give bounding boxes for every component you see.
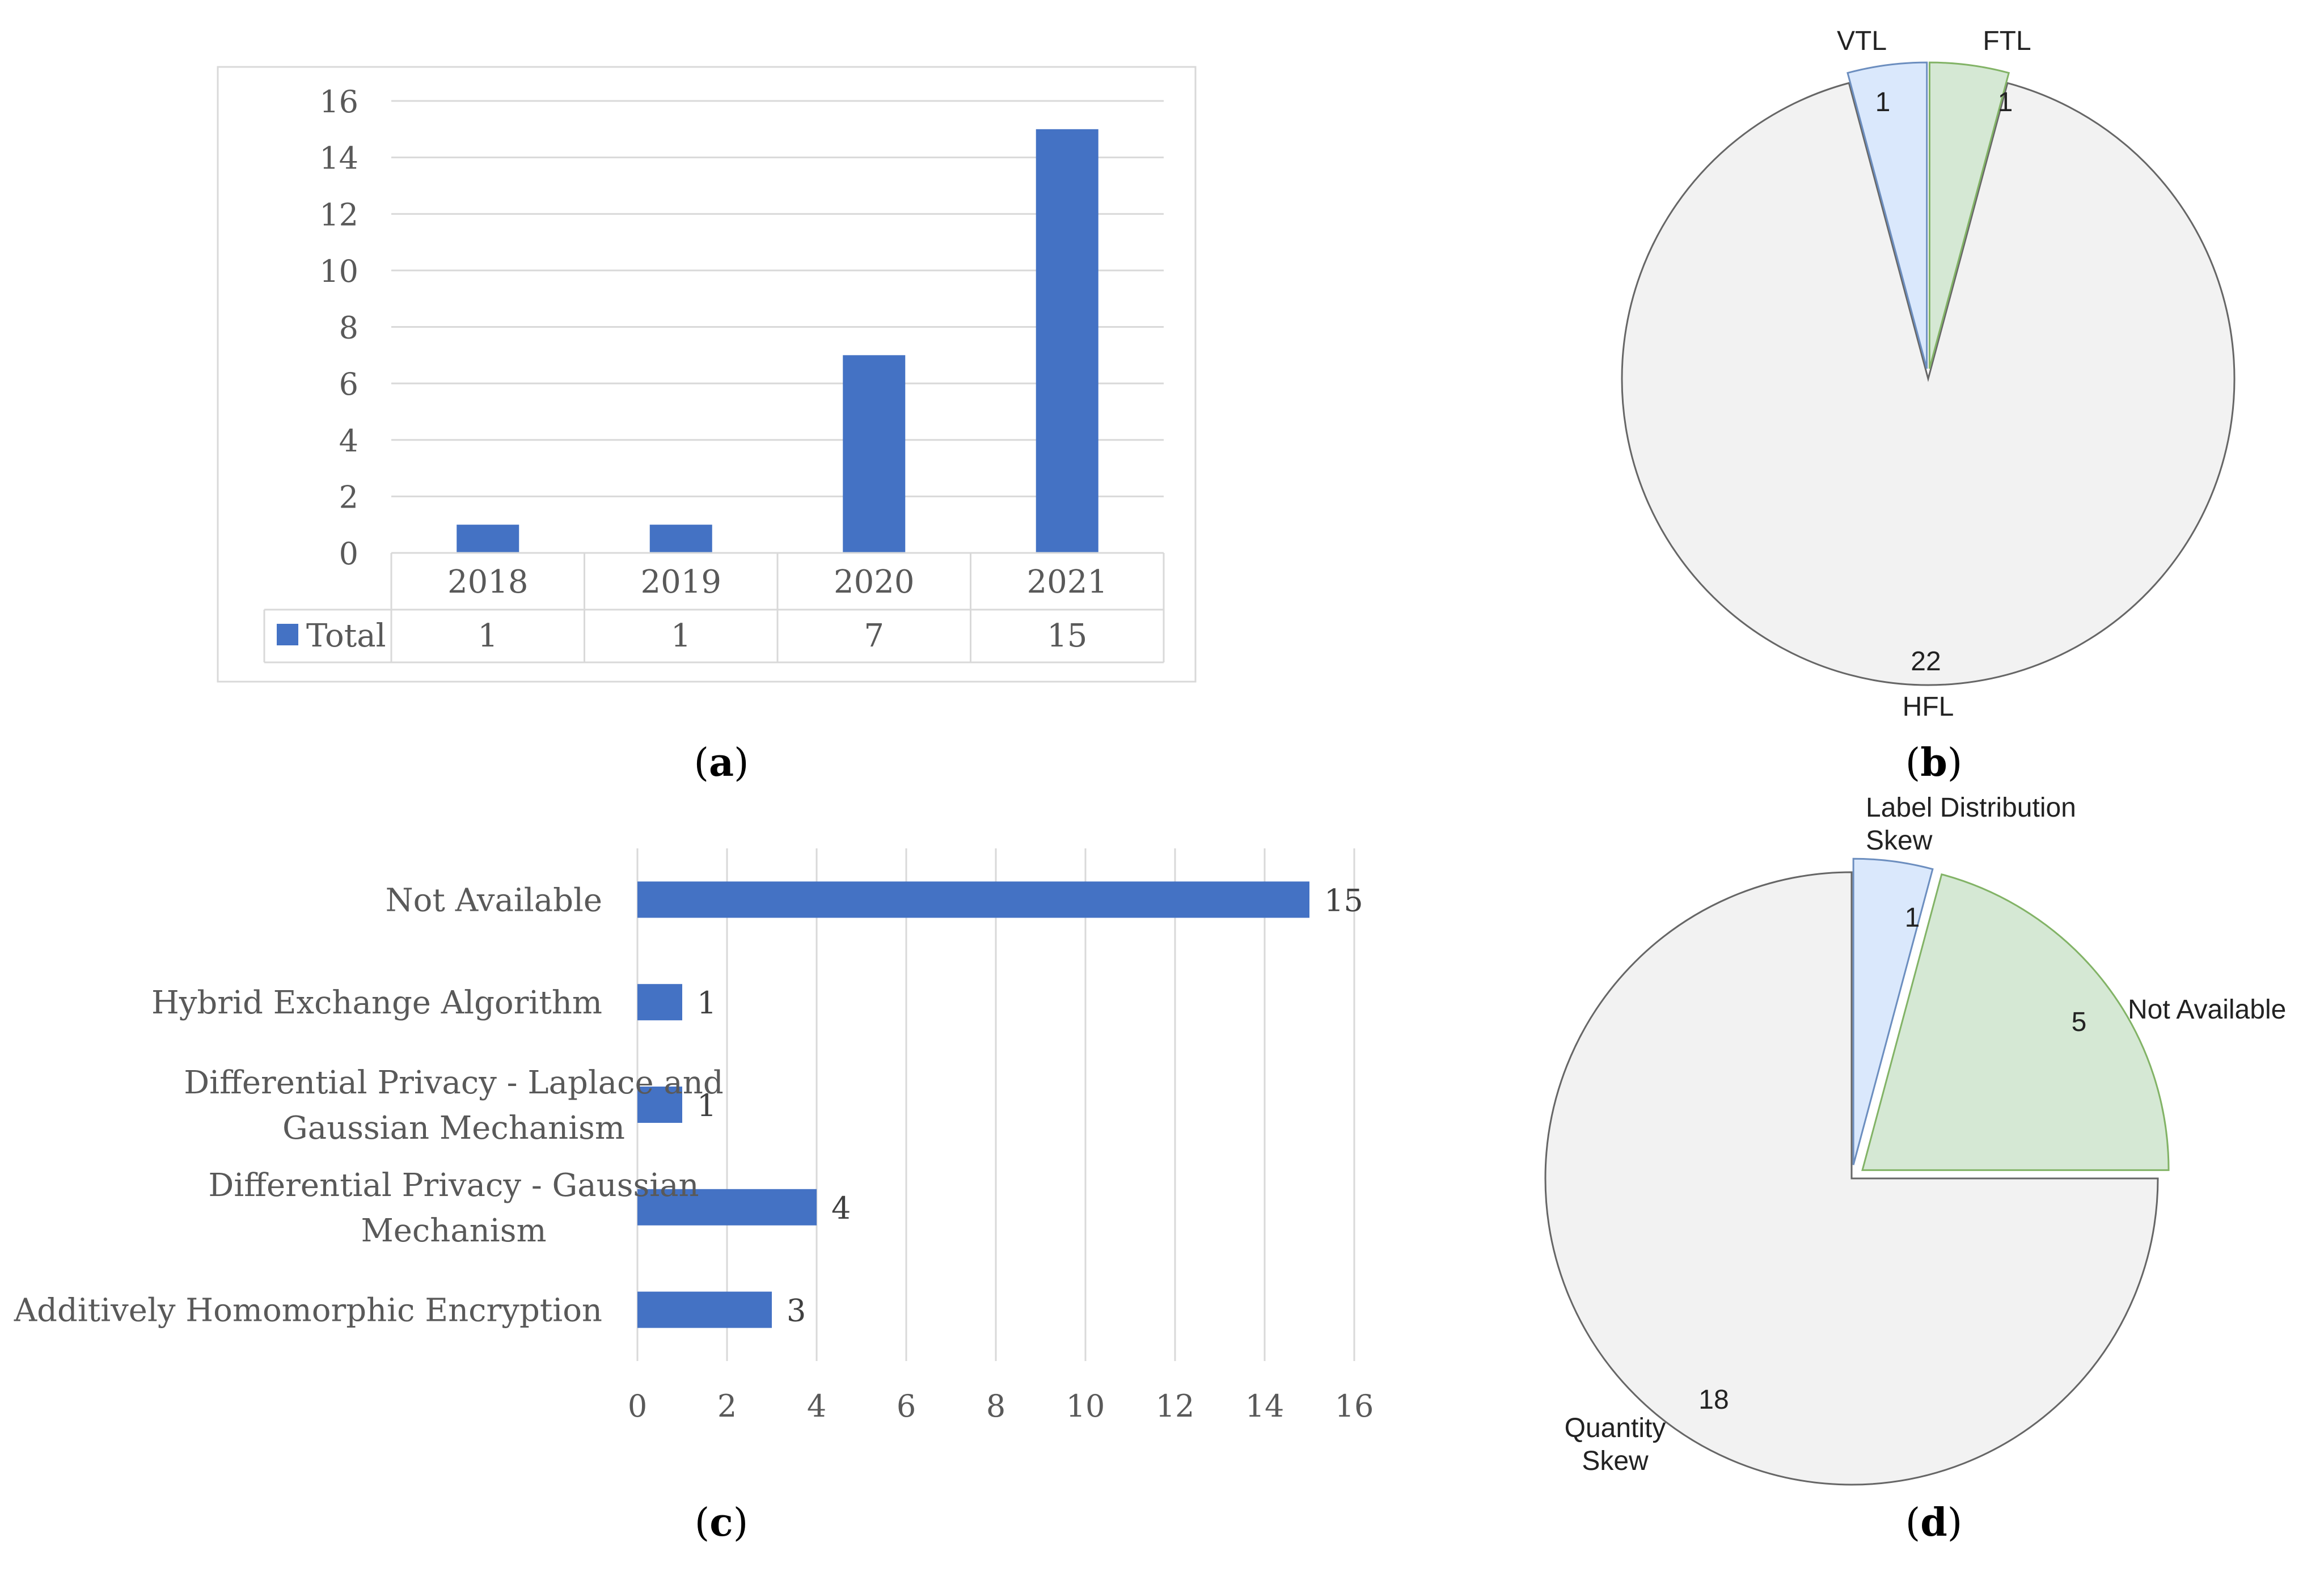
category-label: Differential Privacy - Laplace and xyxy=(184,1064,723,1101)
bar-value-label: 4 xyxy=(831,1190,851,1226)
pie-category-label: Not Available xyxy=(2128,995,2286,1025)
chart-a-frame xyxy=(217,66,1197,683)
pie-value-label: 1 xyxy=(1998,87,2013,117)
y-tick-label: 14 xyxy=(319,141,358,176)
category-label: Differential Privacy - Gaussian xyxy=(208,1167,699,1204)
category-label: 2019 xyxy=(640,564,721,601)
pie-value-label: 1 xyxy=(1875,87,1891,117)
category-label: 2018 xyxy=(447,564,529,601)
bar-value-label: 1 xyxy=(697,1088,716,1123)
x-tick-label: 0 xyxy=(628,1388,647,1424)
caption-d: (d) xyxy=(1905,1500,1963,1545)
pie-value-label: 1 xyxy=(1905,903,1920,933)
pie-value-label: 5 xyxy=(2072,1007,2087,1037)
pie-slice-hfl xyxy=(1621,82,2236,686)
bar-row-0 xyxy=(637,881,1309,918)
category-label: Not Available xyxy=(386,882,602,919)
bar-row-4 xyxy=(637,1291,772,1328)
chart-b-pie: 22 HFL 1 VTL 1 FTL xyxy=(1621,26,2236,722)
table-value: 7 xyxy=(864,618,884,654)
category-label: 2020 xyxy=(834,564,915,601)
chart-a-bars xyxy=(457,129,1098,553)
bar-row-2 xyxy=(637,1087,682,1123)
caption-b: (b) xyxy=(1905,740,1963,785)
category-label: Additively Homomorphic Encryption xyxy=(14,1292,602,1329)
panel-b: 22 HFL 1 VTL 1 FTL (b) xyxy=(1621,26,2236,785)
bar-value-label: 3 xyxy=(787,1293,806,1329)
pie-slice-vtl xyxy=(1846,61,1928,369)
pie-category-label: HFL xyxy=(1903,692,1954,722)
category-label: Hybrid Exchange Algorithm xyxy=(151,984,602,1021)
bar-row-3 xyxy=(637,1189,817,1226)
chart-c-bars: 15 1 1 4 3 xyxy=(637,881,1363,1329)
x-tick-label: 14 xyxy=(1245,1388,1284,1424)
x-tick-label: 10 xyxy=(1066,1388,1105,1424)
pie-slice-label-distribution-skew xyxy=(1852,857,1934,1165)
y-tick-label: 4 xyxy=(339,423,358,459)
x-tick-label: 4 xyxy=(807,1388,826,1424)
legend-swatch-total xyxy=(277,624,298,645)
bar-2019 xyxy=(649,525,712,553)
legend-label-total: Total xyxy=(306,618,386,654)
x-tick-label: 8 xyxy=(986,1388,1005,1424)
chart-a-y-axis: 0 2 4 6 8 10 12 14 16 xyxy=(319,84,358,572)
bar-row-1 xyxy=(637,984,682,1021)
pie-category-label: Label Distribution xyxy=(1866,793,2076,823)
pie-slice-not-available xyxy=(1861,873,2170,1171)
bar-2018 xyxy=(457,525,519,553)
y-tick-label: 10 xyxy=(319,253,358,289)
category-label: Mechanism xyxy=(361,1212,546,1249)
chart-c-gridlines xyxy=(636,848,1355,1361)
category-label: 2021 xyxy=(1026,564,1108,601)
chart-c-x-axis: 0 2 4 6 8 10 12 14 16 xyxy=(628,1388,1374,1424)
x-tick-label: 16 xyxy=(1335,1388,1374,1424)
bar-2020 xyxy=(843,355,906,553)
chart-c-category-labels: Not Available Hybrid Exchange Algorithm Di… xyxy=(14,882,724,1329)
y-tick-label: 12 xyxy=(319,197,358,233)
pie-slice-ftl xyxy=(1928,61,2010,369)
x-tick-label: 2 xyxy=(717,1388,737,1424)
table-value: 15 xyxy=(1047,618,1087,654)
y-tick-label: 8 xyxy=(339,310,358,346)
bar-value-label: 15 xyxy=(1324,882,1363,918)
pie-value-label: 18 xyxy=(1698,1385,1729,1415)
y-tick-label: 6 xyxy=(339,366,358,402)
y-tick-label: 0 xyxy=(339,536,358,572)
table-value: 1 xyxy=(671,618,691,654)
x-tick-label: 12 xyxy=(1156,1388,1195,1424)
caption-a: (a) xyxy=(694,740,749,785)
x-tick-label: 6 xyxy=(897,1388,916,1424)
pie-category-label: Quantity xyxy=(1565,1413,1666,1443)
pie-category-label: Skew xyxy=(1866,826,1933,856)
chart-a-data-table: 2018 1 2019 1 2020 7 2021 15 Total xyxy=(263,552,1165,664)
table-value: 1 xyxy=(478,618,498,654)
bar-2021 xyxy=(1036,129,1098,553)
y-tick-label: 2 xyxy=(339,479,358,515)
bar-value-label: 1 xyxy=(697,985,716,1021)
pie-slice-quantity-skew xyxy=(1544,871,2159,1486)
pie-category-label: VTL xyxy=(1837,26,1887,56)
pie-category-label: Skew xyxy=(1582,1446,1649,1476)
caption-c: (c) xyxy=(695,1500,748,1545)
pie-value-label: 22 xyxy=(1911,646,1941,677)
panel-a: 0 2 4 6 8 10 12 14 16 2018 1 2019 1 2020 7 2021 15 Total… xyxy=(217,66,1197,785)
category-label: Gaussian Mechanism xyxy=(282,1110,625,1147)
y-tick-label: 16 xyxy=(319,84,358,120)
pie-category-label: FTL xyxy=(1983,26,2031,56)
